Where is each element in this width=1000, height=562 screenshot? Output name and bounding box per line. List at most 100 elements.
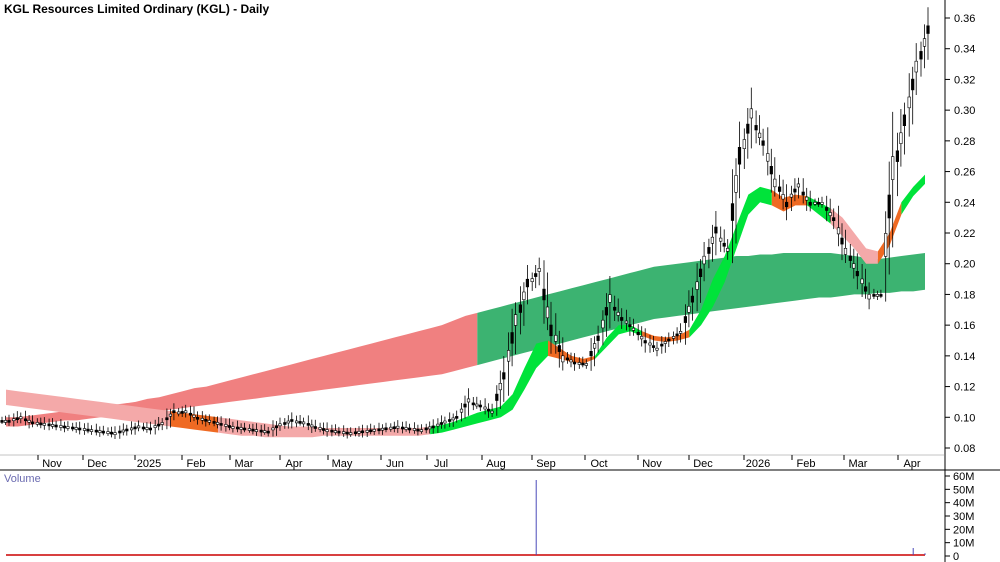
candle-body [749,108,753,119]
long-ribbon-bull [477,253,925,366]
candle-body [204,418,208,422]
candle-body [195,416,200,420]
candle-body [761,140,765,146]
candle-body [498,382,502,391]
candle-body [313,426,317,429]
candle-body [54,424,58,428]
candle-body [113,432,117,435]
x-tick-label: Nov [642,458,662,470]
candle-body [384,427,388,431]
candle-body [683,316,687,323]
candle-body [742,139,746,149]
candle-body [813,202,817,205]
candle-body [919,51,923,60]
candle-body [78,427,82,431]
candle-body [271,427,275,431]
candle-body [828,212,832,216]
candle-body [486,408,491,412]
candle-body [545,306,550,319]
candle-body [671,336,676,339]
candle-body [719,237,723,242]
candle-body [412,428,417,431]
volume-tick-label: 10M [953,538,974,550]
candle-body [301,421,306,425]
candle-body [648,342,652,346]
candle-body [236,426,240,430]
chart-title: KGL Resources Limited Ordinary (KGL) - D… [4,2,270,16]
candle-body [554,334,558,342]
x-tick-label: May [332,458,353,470]
candle-body [902,114,906,127]
candle-body [153,425,157,428]
y-tick-label: 0.32 [954,74,975,86]
candle-body [675,333,679,337]
candle-body [125,428,129,432]
candle-body [687,305,691,313]
volume-tick-label: 20M [953,524,974,536]
candle-body [643,340,647,344]
candle-body [852,263,856,269]
candle-body [365,429,369,433]
candle-body [94,429,98,433]
candle-body [349,432,353,435]
candle-body [19,416,23,420]
candle-body [737,147,742,165]
candle-body [667,338,671,342]
candle-body [577,362,581,365]
long-ribbon-bear [6,312,478,427]
candle-body [407,427,412,431]
volume-tick-label: 50M [953,484,974,496]
y-tick-label: 0.28 [954,136,975,148]
candle-body [3,420,8,423]
candle-body [180,411,184,414]
candle-body [192,414,196,418]
candle-body [42,423,46,426]
candle-body [483,406,487,410]
candle-body [345,431,349,435]
candle-body [12,418,16,422]
x-tick-label: Nov [42,458,62,470]
candle-body [784,201,789,208]
candle-body [71,426,75,430]
candle-body [50,424,55,427]
short-ribbon-segment [689,186,772,338]
candle-body [357,430,361,434]
candle-body [459,408,464,413]
y-tick-layer: 0.36 0.34 0.32 0.30 0.28 0.26 0.24 0.22 0.20 0.18… [945,13,975,455]
candle-body [148,427,153,431]
short-ribbon-segment [6,389,171,427]
candle-body [557,345,561,352]
candle-body [907,96,911,109]
candle-body [101,430,105,434]
candle-body [254,429,259,432]
short-ribbon-segment [807,196,831,224]
x-tick-label: Dec [87,458,107,470]
candle-body [47,423,51,427]
candle-body [400,426,405,430]
candle-body [428,426,432,430]
candle-body [130,427,134,431]
candle-body [39,422,43,426]
candle-body [290,419,294,422]
x-tick-layer: Nov Dec 2025 Feb Mar Apr May Jun Jul Aug Sep Oct Nov… [37,455,921,470]
candle-body [613,306,617,311]
candle-body [734,175,738,193]
candle-body [82,428,87,431]
candle-body [62,425,66,429]
volume-layer [6,480,926,556]
candle-body [710,236,714,244]
candle-body [448,419,452,422]
candle-body [451,417,455,421]
candle-body [891,156,895,180]
candle-body [396,425,400,429]
candle-body [318,427,322,430]
short-ribbon-segment [218,417,431,438]
candle-body [840,237,844,245]
candle-body [561,355,565,363]
candle-body [572,361,577,365]
candle-body [455,416,459,419]
candle-body [266,430,270,434]
candle-body [730,203,735,221]
